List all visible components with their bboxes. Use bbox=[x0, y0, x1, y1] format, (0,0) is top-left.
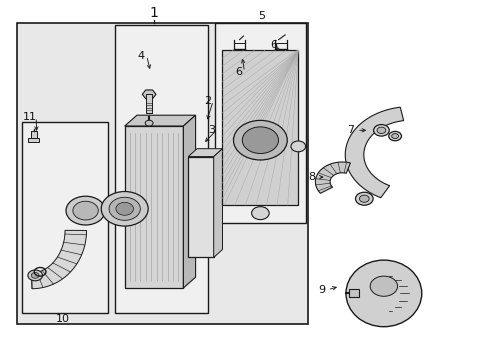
Circle shape bbox=[376, 127, 385, 134]
Circle shape bbox=[388, 131, 401, 141]
Bar bbox=[188, 157, 213, 257]
Bar bbox=[146, 94, 152, 113]
Circle shape bbox=[251, 207, 269, 220]
Bar bbox=[17, 23, 307, 324]
Circle shape bbox=[145, 120, 153, 126]
Circle shape bbox=[233, 120, 287, 160]
Bar bbox=[115, 25, 207, 313]
Text: 3: 3 bbox=[207, 125, 214, 135]
Circle shape bbox=[359, 195, 368, 202]
Circle shape bbox=[242, 127, 278, 153]
Circle shape bbox=[373, 125, 388, 136]
Text: 2: 2 bbox=[203, 96, 210, 106]
Polygon shape bbox=[32, 230, 86, 289]
Polygon shape bbox=[188, 149, 222, 157]
Polygon shape bbox=[124, 115, 195, 126]
Text: 11: 11 bbox=[23, 112, 37, 122]
Circle shape bbox=[101, 192, 148, 226]
Polygon shape bbox=[183, 115, 195, 288]
Polygon shape bbox=[213, 149, 222, 257]
Circle shape bbox=[369, 276, 397, 296]
Circle shape bbox=[116, 202, 133, 215]
Circle shape bbox=[109, 197, 140, 220]
Text: 1: 1 bbox=[149, 6, 158, 19]
Ellipse shape bbox=[346, 260, 421, 327]
Polygon shape bbox=[345, 107, 403, 198]
Text: 8: 8 bbox=[308, 172, 315, 182]
Circle shape bbox=[73, 201, 98, 220]
Text: 6: 6 bbox=[270, 40, 277, 50]
Circle shape bbox=[355, 192, 372, 205]
Circle shape bbox=[391, 134, 398, 139]
Text: 5: 5 bbox=[258, 11, 264, 21]
Text: 6: 6 bbox=[235, 67, 242, 77]
Bar bbox=[124, 126, 183, 288]
Text: 10: 10 bbox=[56, 314, 69, 324]
Circle shape bbox=[28, 270, 42, 281]
Polygon shape bbox=[315, 162, 350, 193]
Bar bbox=[215, 23, 305, 223]
Polygon shape bbox=[142, 90, 156, 99]
Bar bbox=[222, 50, 298, 205]
Circle shape bbox=[31, 273, 39, 278]
Text: 9: 9 bbox=[318, 285, 325, 295]
Bar bbox=[28, 138, 39, 142]
Bar bbox=[22, 122, 107, 313]
Text: 7: 7 bbox=[347, 125, 354, 135]
Bar bbox=[348, 289, 359, 297]
Text: 4: 4 bbox=[137, 51, 144, 61]
Circle shape bbox=[66, 196, 105, 225]
Bar bbox=[31, 131, 37, 138]
Circle shape bbox=[290, 141, 305, 152]
